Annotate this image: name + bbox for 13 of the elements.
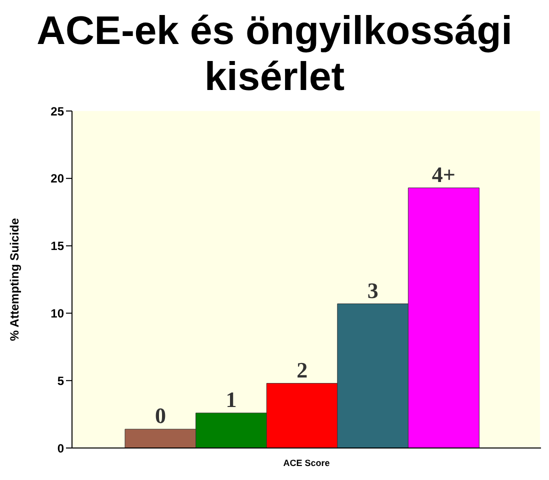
y-axis-title: % Attempting Suicide [7,218,22,341]
x-tick-label: 1 [226,386,237,412]
x-tick-label: 2 [296,357,308,382]
x-tick-label: 3 [367,278,378,303]
x-axis-title: ACE Score [283,458,330,468]
y-tick-label: 5 [57,374,64,388]
y-tick-label: 0 [57,441,64,456]
y-tick-label: 15 [50,239,64,254]
chart-title: ACE-ek és öngyilkossági kisérlet [36,8,514,101]
y-tick-label: 25 [50,104,64,118]
y-tick-label: 10 [50,306,64,320]
y-tick-label: 20 [50,172,64,186]
x-tick-label: 4+ [432,162,456,187]
